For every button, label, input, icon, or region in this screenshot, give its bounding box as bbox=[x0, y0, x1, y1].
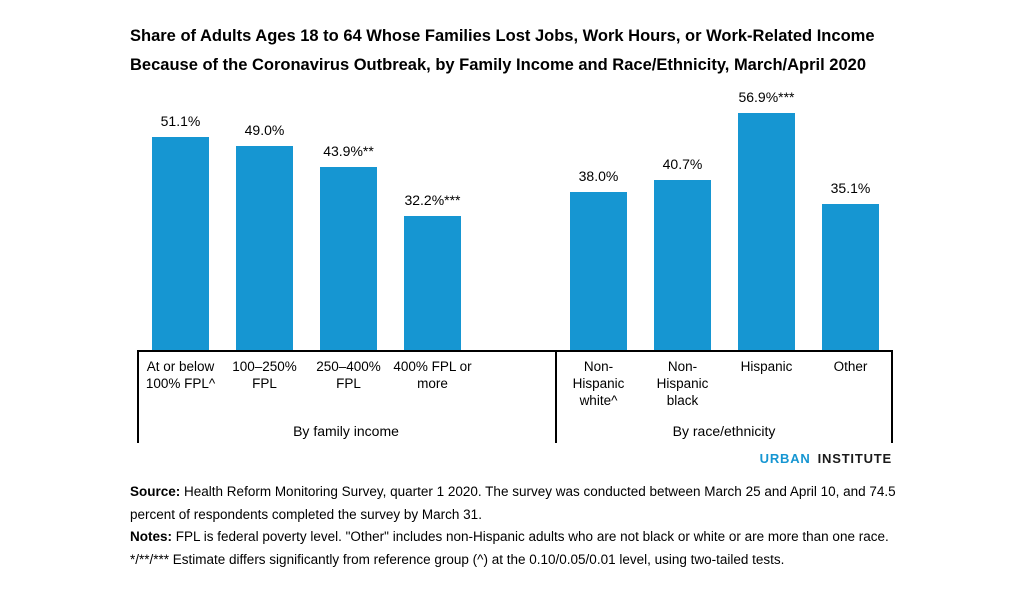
source-label: Source: bbox=[130, 484, 181, 499]
category-label: At or below 100% FPL^ bbox=[145, 359, 216, 391]
bar bbox=[654, 180, 711, 350]
chart-title-line-1: Share of Adults Ages 18 to 64 Whose Fami… bbox=[130, 27, 875, 45]
category-label: Non-Hispanic white^ bbox=[572, 359, 625, 408]
bar bbox=[570, 192, 627, 350]
category-label: 400% FPL or more bbox=[393, 359, 472, 391]
source-note: Source: Health Reform Monitoring Survey,… bbox=[130, 481, 920, 526]
notes-text: FPL is federal poverty level. "Other" in… bbox=[175, 529, 889, 544]
category-label: 100–250% FPL bbox=[232, 359, 297, 391]
notes-label: Notes: bbox=[130, 529, 173, 544]
source-text: Health Reform Monitoring Survey, quarter… bbox=[130, 484, 896, 522]
bar bbox=[152, 137, 209, 350]
bar-value-label: 51.1% bbox=[160, 113, 201, 129]
axis-tick-left bbox=[137, 350, 139, 443]
bar-value-label: 43.9%** bbox=[323, 143, 374, 159]
bar bbox=[404, 216, 461, 350]
bar-value-label: 40.7% bbox=[662, 156, 703, 172]
bar-value-label: 35.1% bbox=[830, 180, 871, 196]
category-label: Other bbox=[833, 359, 868, 374]
bar bbox=[320, 167, 377, 350]
chart-title: Share of Adults Ages 18 to 64 Whose Fami… bbox=[130, 22, 930, 80]
axis-tick-right bbox=[891, 350, 893, 443]
bar-value-label: 38.0% bbox=[578, 168, 619, 184]
bar bbox=[822, 204, 879, 350]
bar bbox=[738, 113, 795, 350]
significance-note: */**/*** Estimate differs significantly … bbox=[130, 551, 785, 567]
bar bbox=[236, 146, 293, 350]
urban-institute-logo: URBAN INSTITUTE bbox=[137, 451, 892, 466]
category-label: 250–400% FPL bbox=[316, 359, 381, 391]
axis-baseline bbox=[137, 350, 893, 352]
category-label: Non-Hispanic black bbox=[656, 359, 709, 408]
logo-word-institute: INSTITUTE bbox=[817, 451, 892, 466]
axis-group-divider bbox=[555, 350, 557, 443]
group-label-race-ethnicity: By race/ethnicity bbox=[672, 423, 776, 439]
bar-value-label: 56.9%*** bbox=[738, 89, 795, 105]
logo-word-urban: URBAN bbox=[759, 451, 811, 466]
notes-note: Notes: FPL is federal poverty level. "Ot… bbox=[130, 526, 920, 549]
bar-value-label: 32.2%*** bbox=[404, 192, 461, 208]
group-label-family-income: By family income bbox=[293, 423, 399, 439]
chart-title-line-2: Because of the Coronavirus Outbreak, by … bbox=[130, 56, 866, 74]
bar-value-label: 49.0% bbox=[244, 122, 285, 138]
footnotes: Source: Health Reform Monitoring Survey,… bbox=[130, 481, 920, 571]
category-label: Hispanic bbox=[740, 359, 793, 374]
